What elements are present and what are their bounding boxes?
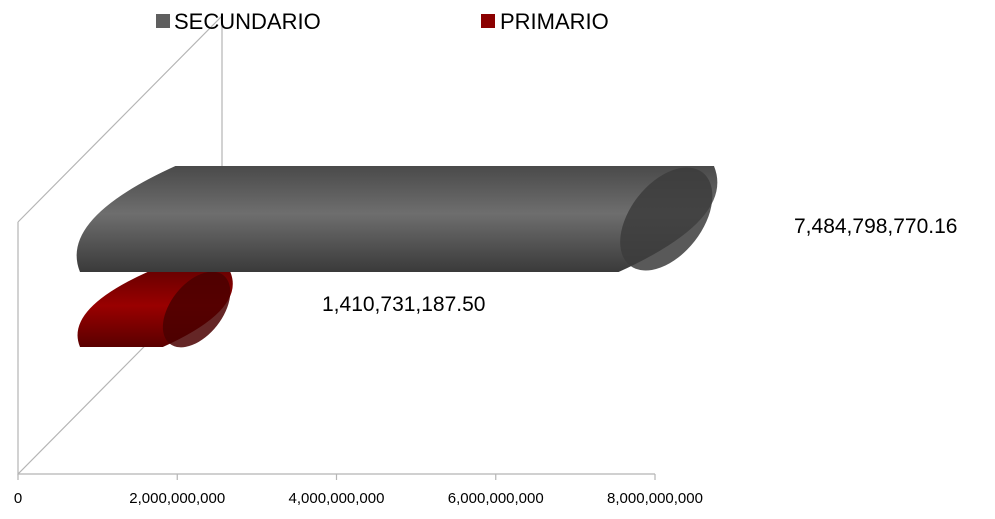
x-tick-label: 2,000,000,000 [129, 490, 225, 507]
bar-secundario [76, 166, 718, 272]
x-tick-label: 6,000,000,000 [448, 490, 544, 507]
bar-secundario-cap [620, 167, 713, 271]
bars [76, 166, 718, 348]
legend-label-secundario: SECUNDARIO [174, 9, 321, 34]
bar-primario [77, 271, 233, 348]
bar-secundario-body [76, 166, 718, 272]
legend-label-primario: PRIMARIO [500, 9, 609, 34]
x-tick-label: 8,000,000,000 [607, 490, 703, 507]
legend-swatch-primario [481, 14, 495, 28]
legend-swatch-secundario [156, 14, 170, 28]
data-label-secundario: 7,484,798,770.16 [794, 215, 958, 238]
x-axis: 0 2,000,000,000 4,000,000,000 6,000,000,000… [14, 474, 703, 507]
x-tick-label: 4,000,000,000 [289, 490, 385, 507]
data-label-primario: 1,410,731,187.50 [322, 293, 486, 316]
bar-primario-cap [162, 271, 231, 348]
x-tick-label: 0 [14, 490, 22, 507]
legend: SECUNDARIO PRIMARIO [156, 9, 609, 34]
